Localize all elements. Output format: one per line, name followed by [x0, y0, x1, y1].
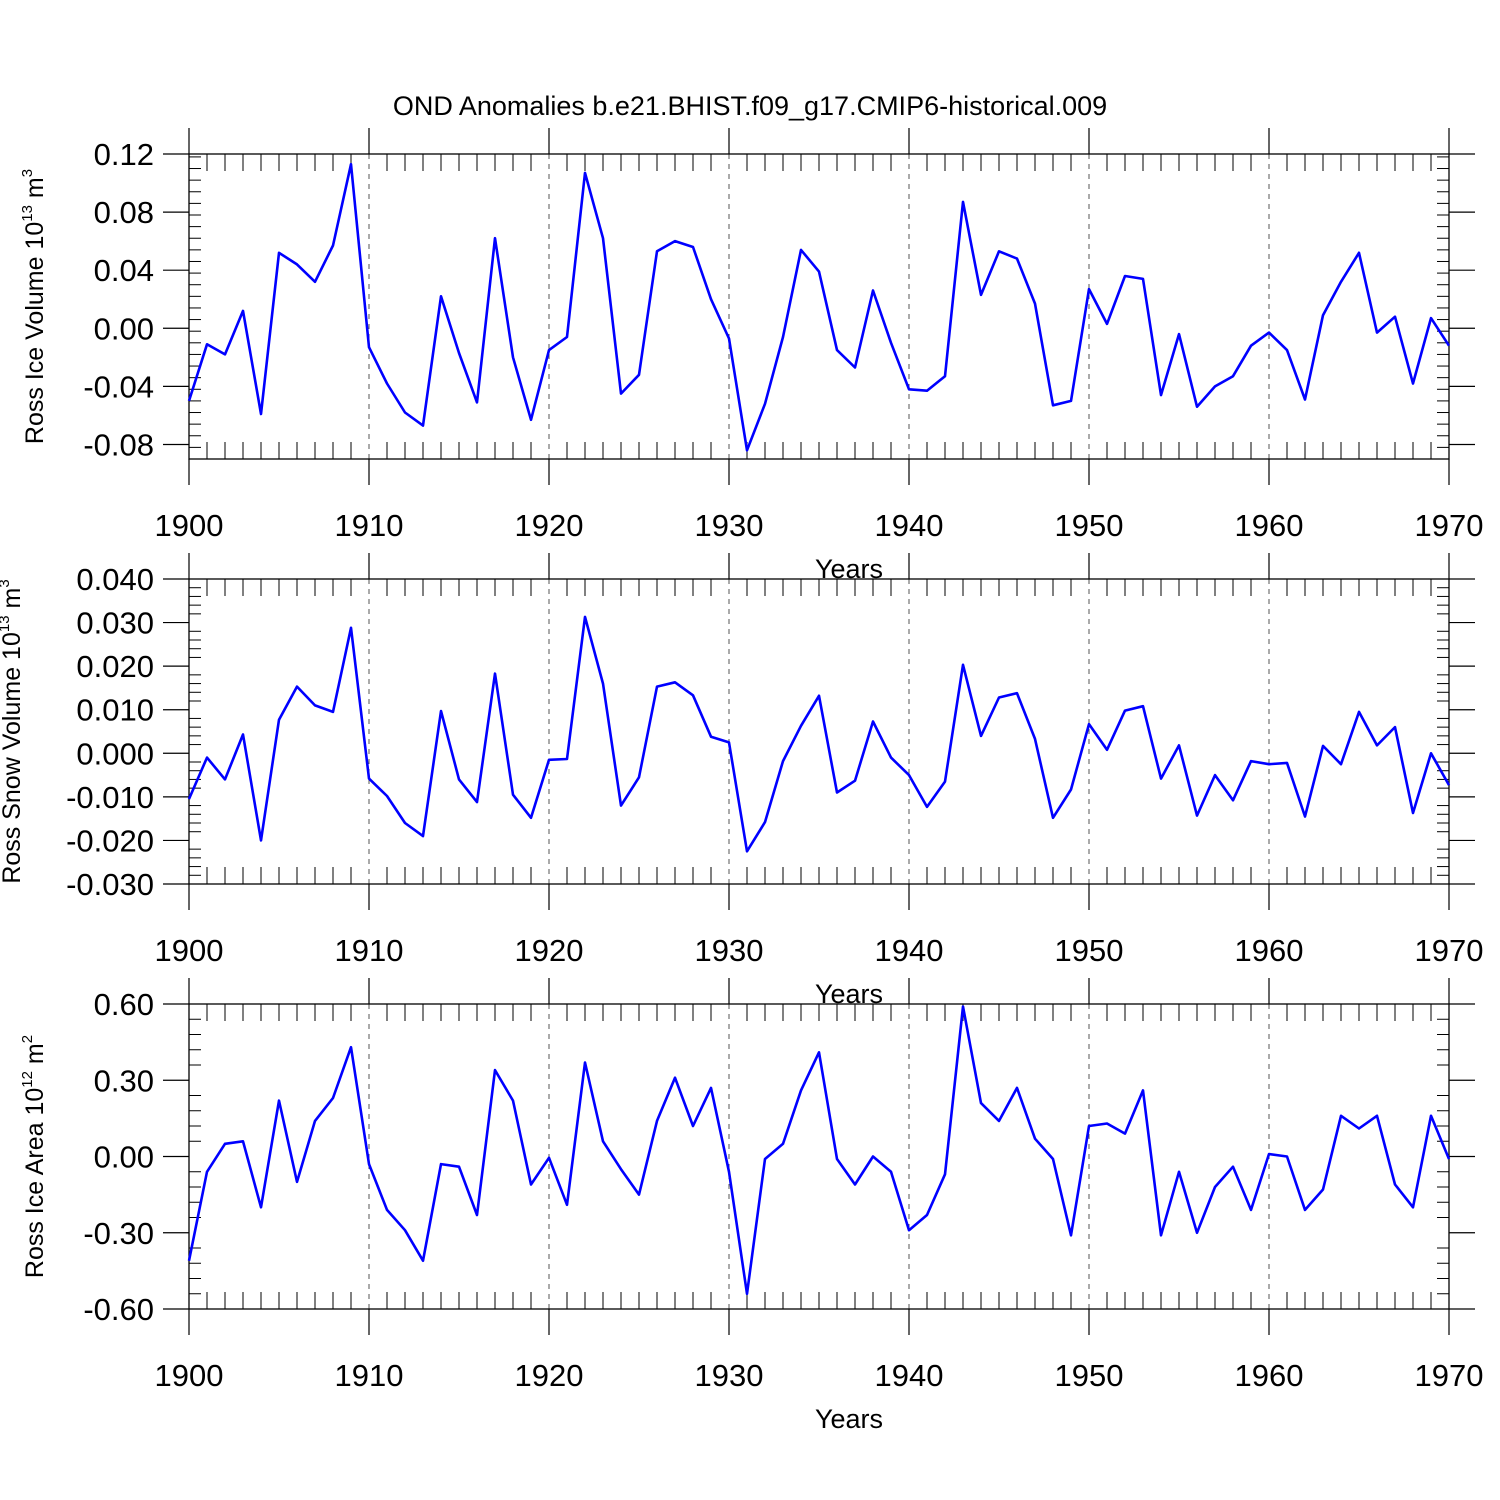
y-axis-title-unit: m — [21, 1043, 49, 1071]
panel-2: 1900 1910 1920 1930 1940 1950 1960 1970 -0.030 -0… — [0, 553, 1483, 1009]
x-tick-label: 1970 — [1415, 508, 1484, 543]
x-tick-label: 1920 — [515, 933, 584, 968]
x-tick-label: 1940 — [875, 508, 944, 543]
y-axis-title-text: Ross Ice Area 10 — [21, 1088, 49, 1278]
y-tick-label: 0.00 — [94, 1140, 154, 1175]
x-tick-label: 1910 — [335, 508, 404, 543]
series-line — [187, 1005, 1451, 1296]
plot-frame — [188, 578, 1450, 885]
x-tick-label: 1930 — [695, 1358, 764, 1393]
y-tick-label: 0.08 — [94, 195, 154, 230]
x-tick-label: 1940 — [875, 933, 944, 968]
y-axis-title: Ross Ice Area 1012 m2 — [19, 1035, 49, 1278]
x-tick-label: 1920 — [515, 1358, 584, 1393]
y-axis-title-unit-exponent: 3 — [19, 169, 36, 177]
x-tick-label: 1900 — [155, 933, 224, 968]
x-tick-label: 1920 — [515, 508, 584, 543]
x-tick-label: 1910 — [335, 933, 404, 968]
x-axis-title: Years — [815, 1404, 883, 1434]
y-tick-label: 0.030 — [76, 606, 154, 641]
y-axis-title-text: Ross Ice Volume 10 — [21, 222, 49, 444]
x-tick-label: 1950 — [1055, 508, 1124, 543]
y-tick-label: -0.30 — [83, 1216, 154, 1251]
y-tick-label: -0.030 — [66, 867, 154, 902]
y-axis-title-unit-exponent: 3 — [0, 579, 13, 587]
y-axis-title-exponent: 12 — [19, 1071, 36, 1088]
series-line — [187, 162, 1451, 452]
plot-frame — [188, 153, 1450, 460]
y-axis-title-exponent: 13 — [19, 205, 36, 222]
x-tick-label: 1910 — [335, 1358, 404, 1393]
panel-1: 1900 1910 1920 1930 1940 1950 1960 1970 -0.08 -0.… — [19, 128, 1483, 584]
y-tick-label: -0.04 — [83, 369, 154, 404]
y-tick-label: -0.010 — [66, 780, 154, 815]
y-axis-title-exponent: 13 — [0, 615, 13, 632]
y-tick-label: -0.60 — [83, 1292, 154, 1327]
y-tick-label: 0.30 — [94, 1063, 154, 1098]
y-tick-label: 0.000 — [76, 736, 154, 771]
x-tick-label: 1960 — [1235, 933, 1304, 968]
x-tick-label: 1970 — [1415, 1358, 1484, 1393]
plot-frame — [188, 1003, 1450, 1310]
x-tick-label: 1930 — [695, 933, 764, 968]
x-tick-label: 1960 — [1235, 508, 1304, 543]
y-tick-label: 0.12 — [94, 137, 154, 172]
x-tick-label: 1900 — [155, 508, 224, 543]
panels: 1900 1910 1920 1930 1940 1950 1960 1970 -0.08 -0.… — [0, 128, 1483, 1434]
y-axis-title-text: Ross Snow Volume 10 — [0, 632, 26, 884]
x-tick-label: 1930 — [695, 508, 764, 543]
y-tick-label: 0.010 — [76, 693, 154, 728]
y-tick-label: -0.08 — [83, 427, 154, 462]
figure-title: OND Anomalies b.e21.BHIST.f09_g17.CMIP6-… — [393, 91, 1107, 121]
y-axis-title-unit: m — [21, 177, 49, 205]
y-tick-label: 0.60 — [94, 987, 154, 1022]
y-tick-label: 0.04 — [94, 253, 154, 288]
y-axis-title: Ross Snow Volume 1013 m3 — [0, 579, 26, 883]
x-tick-label: 1970 — [1415, 933, 1484, 968]
y-tick-label: -0.020 — [66, 823, 154, 858]
x-tick-label: 1960 — [1235, 1358, 1304, 1393]
series-line — [187, 615, 1451, 853]
y-axis-title: Ross Ice Volume 1013 m3 — [19, 169, 49, 444]
x-tick-label: 1950 — [1055, 933, 1124, 968]
y-axis-title-unit: m — [0, 588, 26, 616]
x-tick-label: 1940 — [875, 1358, 944, 1393]
y-tick-label: 0.040 — [76, 562, 154, 597]
y-axis-title-unit-exponent: 2 — [19, 1035, 36, 1043]
y-tick-label: 0.020 — [76, 649, 154, 684]
x-tick-label: 1900 — [155, 1358, 224, 1393]
panel-3: 1900 1910 1920 1930 1940 1950 1960 1970 -0.60 -0.… — [19, 978, 1483, 1434]
y-tick-label: 0.00 — [94, 311, 154, 346]
x-tick-label: 1950 — [1055, 1358, 1124, 1393]
